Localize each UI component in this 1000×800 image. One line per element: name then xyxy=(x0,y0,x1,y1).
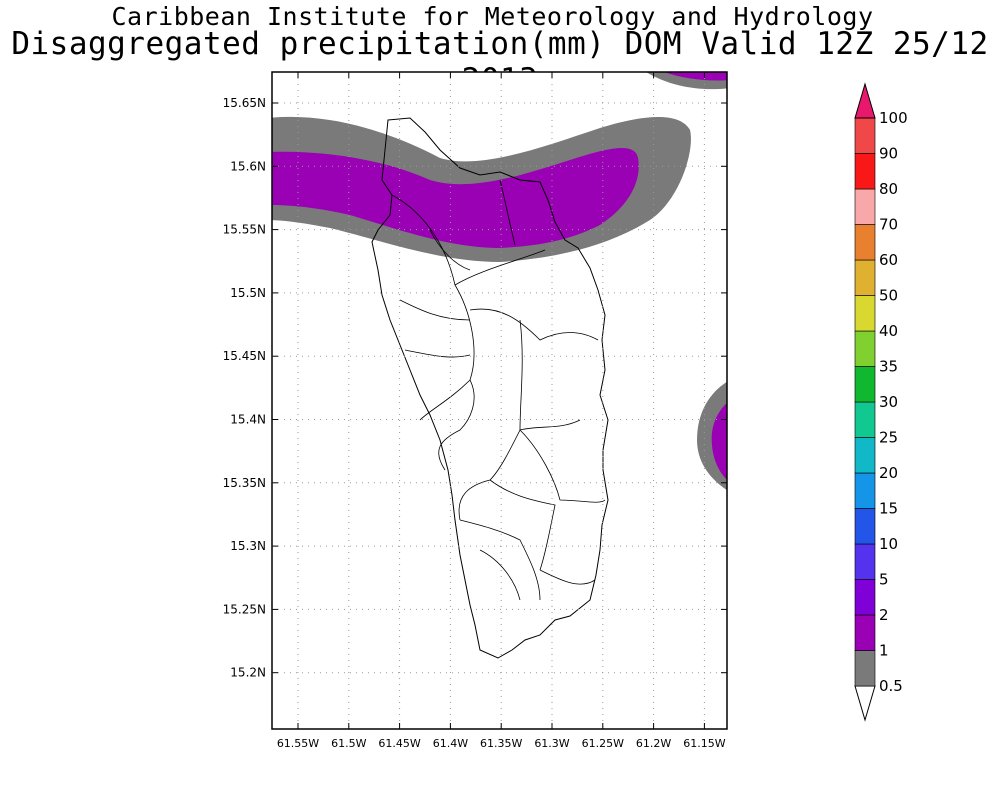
map-axis-labels: 15.65N 15.6N 15.55N 15.5N 15.45N 15.4N 15.35N 1… xyxy=(223,72,727,750)
colorbar-segment xyxy=(854,614,876,651)
lon-tick-label: 61.55W xyxy=(277,737,319,750)
lat-tick-label: 15.35N xyxy=(223,476,266,490)
colorbar-level-label: 2 xyxy=(879,606,889,624)
lat-tick-label: 15.55N xyxy=(223,223,266,237)
colorbar-level-label: 30 xyxy=(879,393,898,411)
chart-subtitle: Disaggregated precipitation(mm) DOM Vali… xyxy=(11,26,989,98)
lon-tick-label: 61.15W xyxy=(683,737,725,750)
chart-title: Caribbean Institute for Meteorology and … xyxy=(111,2,874,31)
colorbar-segment xyxy=(854,188,876,225)
lat-tick-label: 15.25N xyxy=(223,602,266,616)
colorbar-segment xyxy=(854,330,876,367)
lon-tick-label: 61.5W xyxy=(331,737,366,750)
colorbar-segment xyxy=(854,543,876,580)
lon-tick-label: 61.25W xyxy=(582,737,624,750)
precip-corner-top-purple xyxy=(664,72,727,81)
colorbar-level-label: 15 xyxy=(879,500,898,518)
colorbar-segment xyxy=(854,650,876,687)
lat-tick-label: 15.5N xyxy=(230,286,266,300)
lon-tick-label: 61.45W xyxy=(378,737,420,750)
colorbar-level-label: 20 xyxy=(879,464,898,482)
map-frame xyxy=(271,71,728,730)
colorbar-level-label: 10 xyxy=(879,535,898,553)
colorbar-upper-arrow xyxy=(854,82,876,119)
precipitation-field xyxy=(272,72,727,491)
colorbar-level-label: 70 xyxy=(879,216,898,234)
lat-tick-label: 15.6N xyxy=(230,159,266,173)
lat-tick-label: 15.65N xyxy=(223,96,266,110)
colorbar-lower-arrow xyxy=(854,685,876,722)
colorbar-segment xyxy=(854,295,876,332)
lat-tick-label: 15.45N xyxy=(223,349,266,363)
colorbar-segment xyxy=(854,579,876,616)
lat-tick-label: 15.2N xyxy=(230,666,266,680)
lon-tick-label: 61.4W xyxy=(433,737,468,750)
island-outline xyxy=(371,117,609,659)
colorbar-level-label: 5 xyxy=(879,571,889,589)
lat-tick-label: 15.4N xyxy=(230,413,266,427)
lon-tick-label: 61.2W xyxy=(636,737,671,750)
colorbar-segment xyxy=(854,366,876,403)
lon-tick-label: 61.35W xyxy=(480,737,522,750)
colorbar-level-label: 90 xyxy=(879,145,898,163)
colorbar-segment xyxy=(854,472,876,509)
colorbar-level-label: 40 xyxy=(879,322,898,340)
colorbar-segment xyxy=(854,259,876,296)
lon-tick-label: 61.3W xyxy=(534,737,569,750)
colorbar-level-label: 50 xyxy=(879,287,898,305)
colorbar-segment xyxy=(854,224,876,261)
colorbar-level-label: 80 xyxy=(879,180,898,198)
colorbar-segment xyxy=(854,508,876,545)
colorbar-level-label: 35 xyxy=(879,358,898,376)
colorbar-level-label: 60 xyxy=(879,251,898,269)
colorbar-segment xyxy=(854,437,876,474)
colorbar-segment xyxy=(854,117,876,154)
precip-right-purple xyxy=(711,402,727,480)
colorbar-level-label: 0.5 xyxy=(879,677,903,695)
colorbar-level-label: 100 xyxy=(879,109,908,127)
colorbar-level-label: 25 xyxy=(879,429,898,447)
colorbar-level-label: 1 xyxy=(879,642,889,660)
lat-tick-label: 15.3N xyxy=(230,539,266,553)
precip-band-north-purple xyxy=(272,148,639,248)
colorbar-segment xyxy=(854,153,876,190)
colorbar-segment xyxy=(854,401,876,438)
